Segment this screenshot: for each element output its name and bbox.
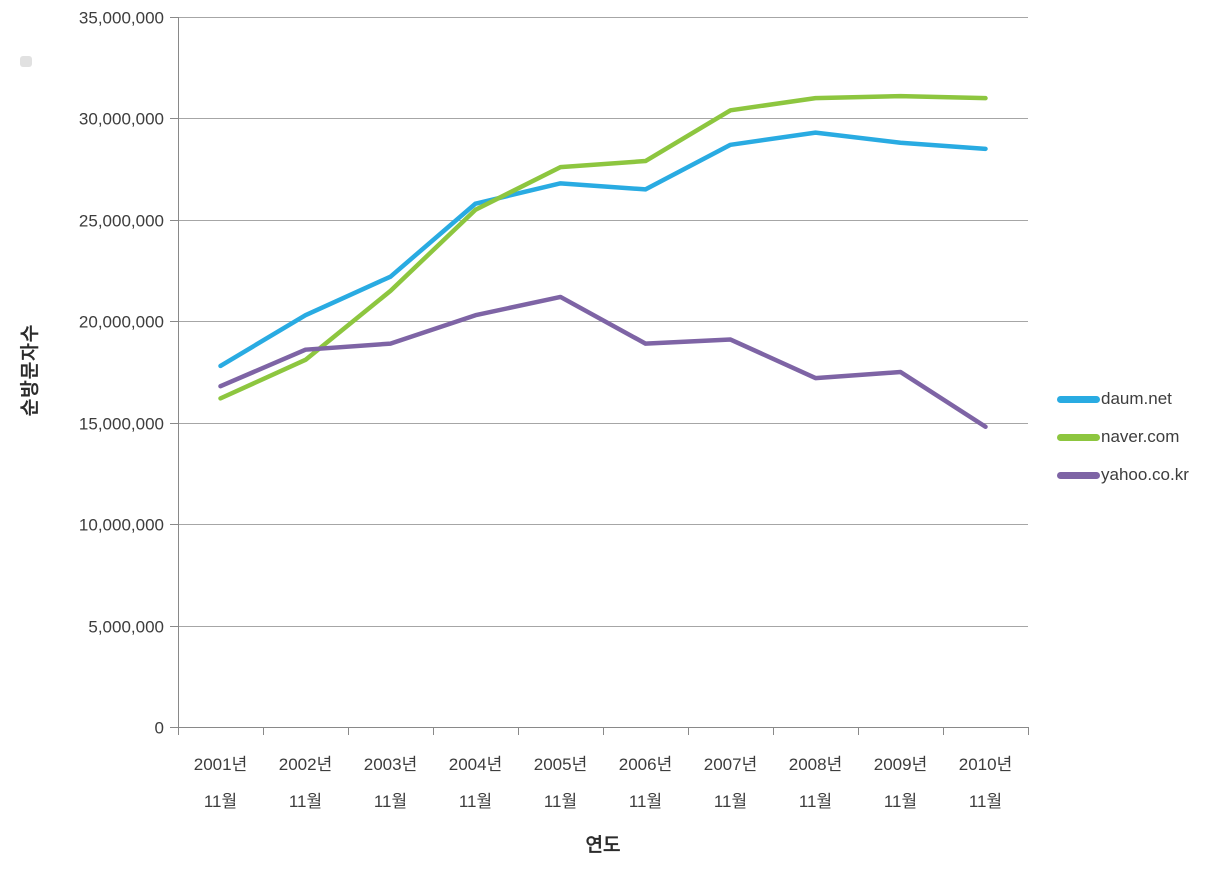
y-tick-label: 35,000,000 [79, 9, 164, 28]
x-tick-label-month: 11월 [884, 792, 917, 811]
legend-item-daum: daum.net [1057, 389, 1189, 409]
y-axis-title: 순방문자수 [20, 323, 41, 417]
y-tick-label: 25,000,000 [79, 212, 164, 231]
x-tick-label-year: 2008년 [789, 755, 842, 774]
x-tick-label-month: 11월 [799, 792, 832, 811]
y-tick-label: 20,000,000 [79, 313, 164, 332]
legend-label-daum: daum.net [1101, 389, 1172, 408]
x-axis-title: 연도 [585, 835, 621, 856]
x-tick-label-month: 11월 [544, 792, 577, 811]
artifact-dot [20, 56, 32, 67]
legend: daum.net naver.com yahoo.co.kr [1057, 389, 1189, 503]
legend-item-naver: naver.com [1057, 427, 1189, 447]
y-tick-label: 10,000,000 [79, 516, 164, 535]
x-tick-label-month: 11월 [459, 792, 492, 811]
x-tick-label-year: 2004년 [449, 755, 502, 774]
legend-swatch-yahoo [1057, 471, 1100, 479]
x-tick-label-year: 2003년 [364, 755, 417, 774]
x-tick-label-month: 11월 [289, 792, 322, 811]
x-tick-label-month: 11월 [629, 792, 662, 811]
y-tick-label: 5,000,000 [88, 618, 164, 637]
y-tick-label: 0 [155, 719, 164, 738]
legend-label-yahoo: yahoo.co.kr [1101, 465, 1189, 484]
x-tick-label-year: 2001년 [194, 755, 247, 774]
x-tick-label-year: 2002년 [279, 755, 332, 774]
legend-swatch-daum [1057, 395, 1100, 403]
series-line-yahoo.co.kr [218, 294, 988, 430]
legend-item-yahoo: yahoo.co.kr [1057, 465, 1189, 485]
x-tick-label-month: 11월 [969, 792, 1002, 811]
legend-label-naver: naver.com [1101, 427, 1180, 446]
y-tick-label: 30,000,000 [79, 110, 164, 129]
x-tick-label-year: 2005년 [534, 755, 587, 774]
x-tick-label-month: 11월 [374, 792, 407, 811]
legend-swatch-naver [1057, 433, 1100, 441]
x-tick-label-year: 2010년 [959, 755, 1012, 774]
series-line-naver.com [218, 93, 988, 401]
x-tick-label-month: 11월 [714, 792, 747, 811]
y-tick-label: 15,000,000 [79, 415, 164, 434]
x-tick-label-year: 2007년 [704, 755, 757, 774]
series-line-daum.net [218, 130, 988, 369]
x-tick-label-month: 11월 [204, 792, 237, 811]
x-tick-label-year: 2006년 [619, 755, 672, 774]
x-tick-label-year: 2009년 [874, 755, 927, 774]
